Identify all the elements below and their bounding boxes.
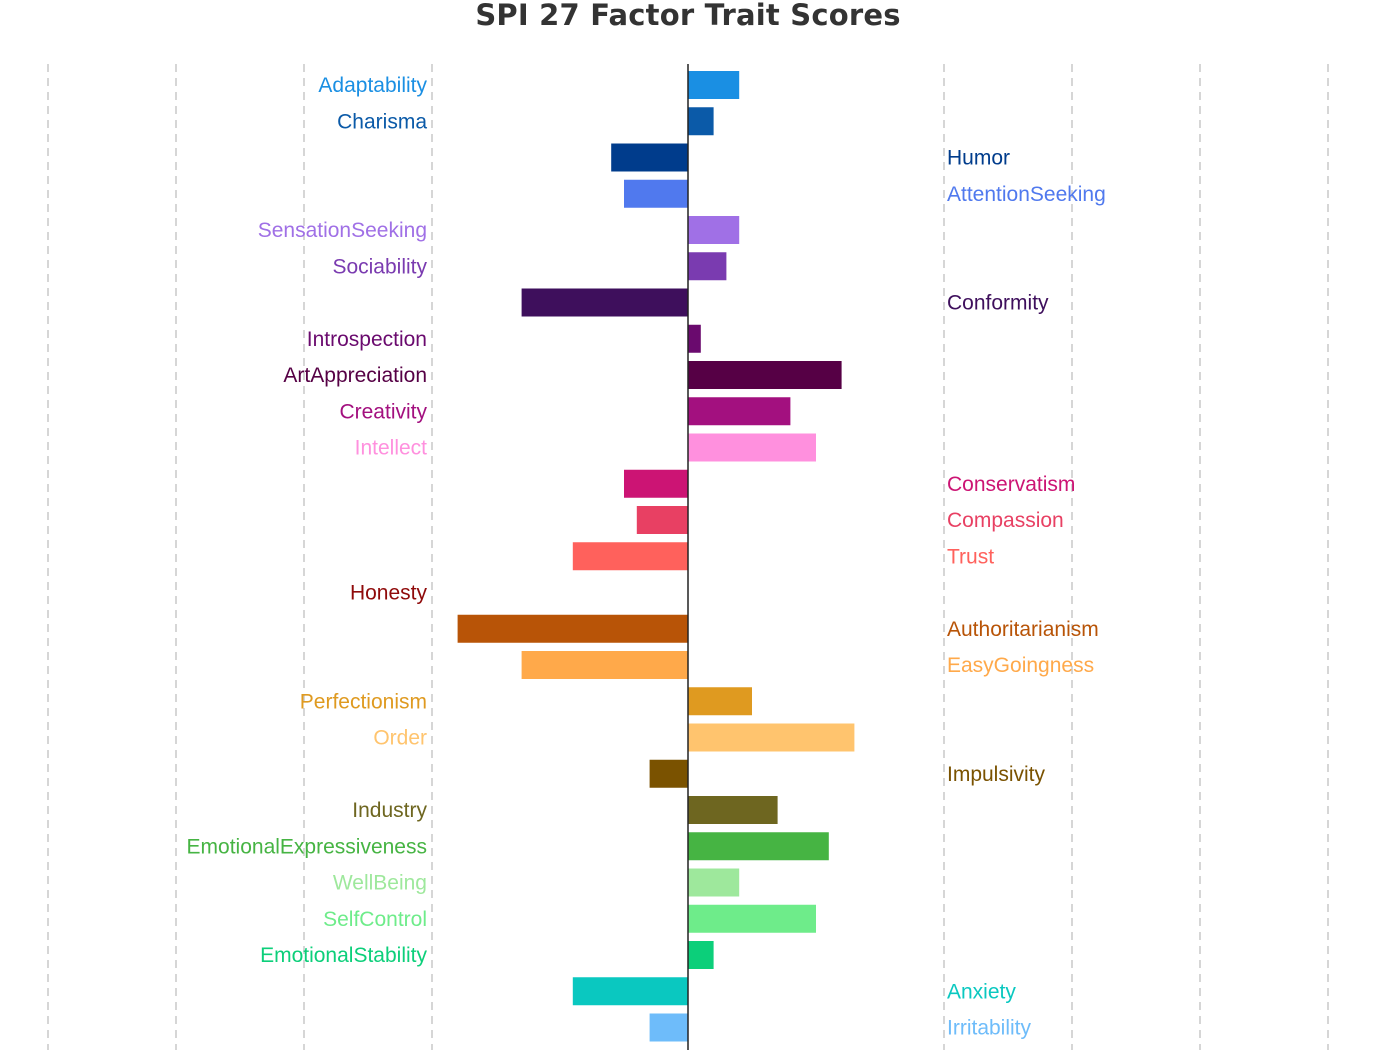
bar-perfectionism bbox=[688, 687, 752, 716]
label-perfectionism: Perfectionism bbox=[300, 690, 427, 713]
bar-authoritarianism bbox=[457, 614, 688, 643]
label-charisma: Charisma bbox=[337, 110, 427, 133]
bar-humor bbox=[611, 143, 688, 172]
label-industry: Industry bbox=[352, 799, 427, 822]
label-artappreciation: ArtAppreciation bbox=[283, 364, 427, 387]
label-easygoingness: EasyGoingness bbox=[947, 654, 1094, 677]
bar-impulsivity bbox=[649, 759, 688, 788]
label-anxiety: Anxiety bbox=[947, 980, 1016, 1003]
bar-sociability bbox=[688, 252, 727, 281]
bar-sensationseeking bbox=[688, 216, 740, 244]
bar-adaptability bbox=[688, 71, 740, 99]
label-conservatism: Conservatism bbox=[947, 473, 1075, 496]
bar-order bbox=[688, 723, 855, 752]
label-wellbeing: WellBeing bbox=[333, 872, 427, 895]
label-creativity: Creativity bbox=[339, 400, 427, 423]
label-honesty: Honesty bbox=[350, 582, 428, 605]
label-conformity: Conformity bbox=[947, 292, 1049, 315]
label-order: Order bbox=[373, 727, 427, 750]
label-introspection: Introspection bbox=[307, 328, 427, 351]
label-selfcontrol: SelfControl bbox=[323, 908, 427, 931]
bar-creativity bbox=[688, 397, 791, 426]
bar-anxiety bbox=[572, 977, 688, 1006]
bar-irritability bbox=[649, 1013, 688, 1042]
label-emotionalexpressiveness: EmotionalExpressiveness bbox=[187, 835, 427, 858]
trait-labels: Adaptability Charisma Humor AttentionSeekin… bbox=[187, 74, 1106, 1040]
bar-conservatism bbox=[624, 469, 688, 498]
label-impulsivity: Impulsivity bbox=[947, 763, 1046, 786]
label-sensationseeking: SensationSeeking bbox=[258, 219, 427, 242]
bar-intellect bbox=[688, 433, 816, 462]
bars bbox=[457, 71, 855, 1042]
gridlines bbox=[47, 64, 1329, 1050]
bar-trust bbox=[572, 542, 688, 571]
bar-compassion bbox=[636, 506, 688, 534]
label-compassion: Compassion bbox=[947, 509, 1064, 532]
bar-charisma bbox=[688, 107, 714, 136]
label-authoritarianism: Authoritarianism bbox=[947, 618, 1099, 641]
bar-emotionalstability bbox=[688, 941, 714, 969]
label-humor: Humor bbox=[947, 147, 1010, 170]
label-attentionseeking: AttentionSeeking bbox=[947, 183, 1106, 206]
bar-easygoingness bbox=[521, 651, 688, 679]
label-trust: Trust bbox=[947, 545, 994, 568]
bar-conformity bbox=[521, 288, 688, 317]
label-intellect: Intellect bbox=[355, 437, 428, 460]
label-adaptability: Adaptability bbox=[318, 74, 427, 97]
bar-emotionalexpressiveness bbox=[688, 832, 829, 861]
label-emotionalstability: EmotionalStability bbox=[260, 944, 427, 967]
bar-industry bbox=[688, 796, 778, 824]
chart-title: SPI 27 Factor Trait Scores bbox=[475, 0, 901, 32]
bar-introspection bbox=[688, 324, 701, 353]
label-irritability: Irritability bbox=[947, 1017, 1032, 1040]
bar-wellbeing bbox=[688, 868, 740, 897]
label-sociability: Sociability bbox=[332, 255, 427, 278]
bar-attentionseeking bbox=[624, 179, 688, 208]
bar-artappreciation bbox=[688, 361, 842, 389]
bar-selfcontrol bbox=[688, 904, 816, 933]
